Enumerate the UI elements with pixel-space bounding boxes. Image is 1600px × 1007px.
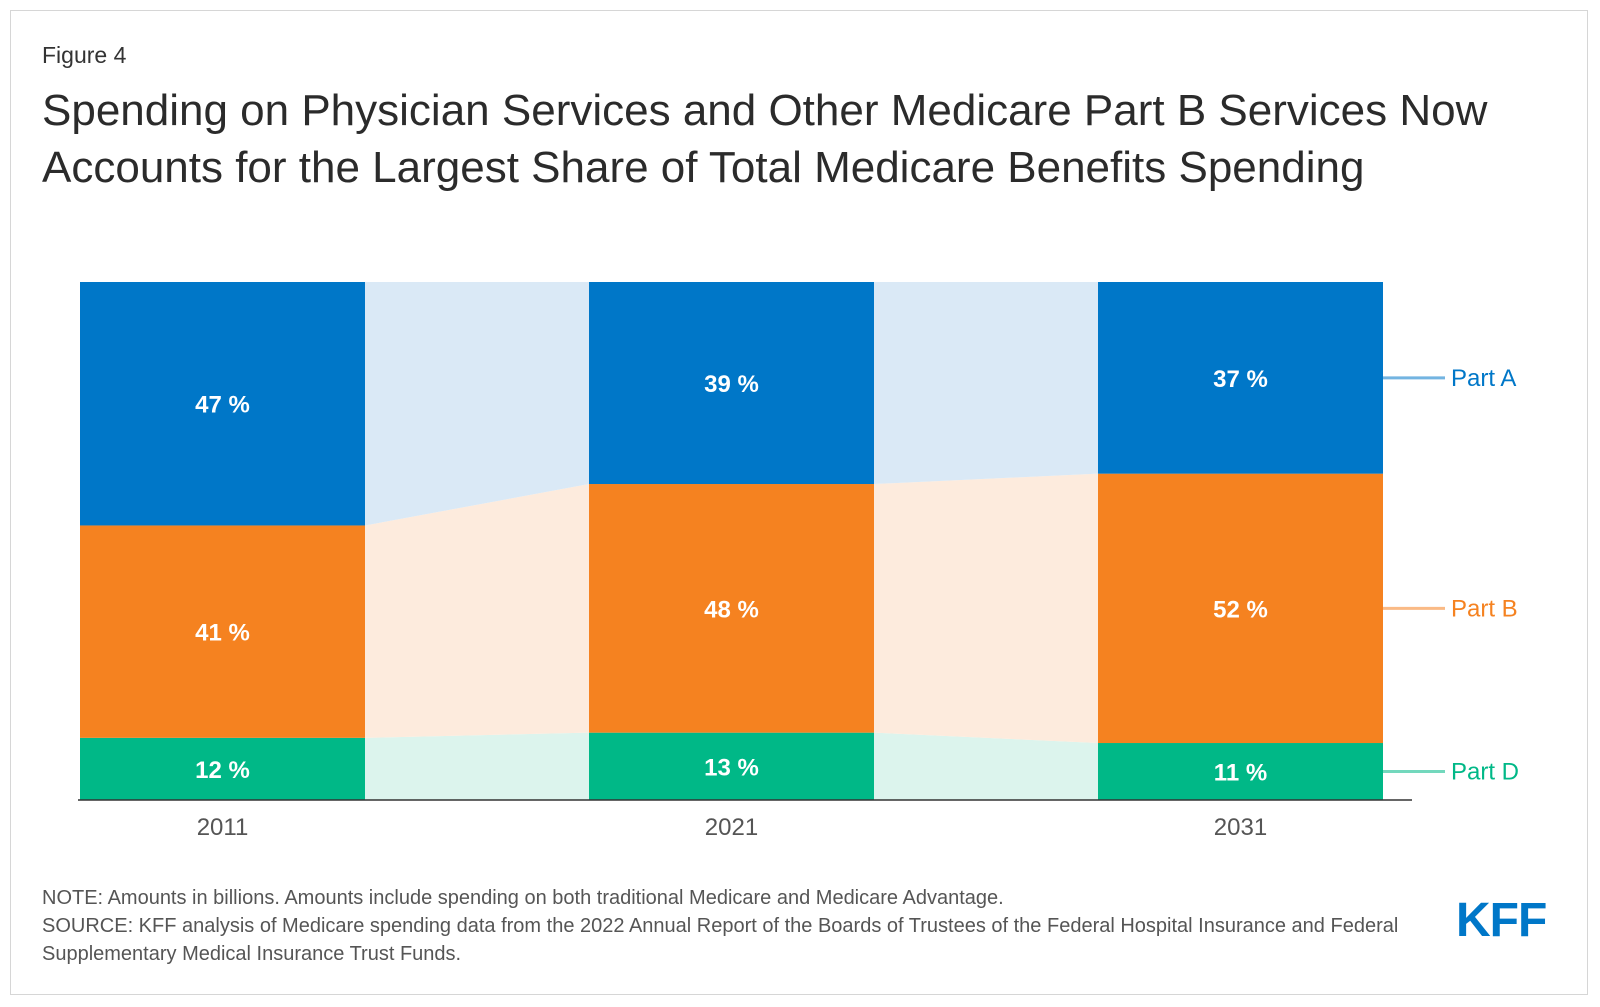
connector-band-part-d <box>874 732 1098 800</box>
kff-logo: KFF <box>1456 894 1556 951</box>
bar-segment-part-d-2021 <box>589 732 874 800</box>
bar-segment-part-b-2031 <box>1098 473 1383 744</box>
data-label: 12 % <box>195 757 250 784</box>
data-label: 39 % <box>704 371 759 398</box>
bar-segment-part-d-2031 <box>1098 743 1383 800</box>
logo-text: KFF <box>1456 896 1546 946</box>
legend-label-part-a: Part A <box>1451 365 1516 392</box>
data-label: 41 % <box>195 620 250 647</box>
bar-segment-part-b-2021 <box>589 484 874 733</box>
kff-logo-mark: KFF <box>1456 894 1547 947</box>
chart-title: Spending on Physician Services and Other… <box>42 86 1488 192</box>
data-label: 13 % <box>704 754 759 781</box>
connector-band-part-b <box>365 484 589 738</box>
connector-band-part-d <box>365 732 589 800</box>
data-label: 37 % <box>1213 366 1268 393</box>
bar-segment-part-d-2011 <box>80 737 365 800</box>
data-label: 52 % <box>1213 596 1268 623</box>
data-label: 47 % <box>195 392 250 419</box>
notes-block: NOTE: Amounts in billions. Amounts inclu… <box>42 884 1462 968</box>
x-tick-label: 2021 <box>705 814 758 841</box>
connector-band-part-a <box>365 282 589 526</box>
legend-label-part-d: Part D <box>1451 759 1519 786</box>
figure-frame <box>10 10 1588 995</box>
source-text: SOURCE: KFF analysis of Medicare spendin… <box>42 915 1399 965</box>
bar-segment-part-a-2011 <box>80 282 365 526</box>
bar-segment-part-a-2031 <box>1098 282 1383 474</box>
legend-label-part-b: Part B <box>1451 595 1518 622</box>
bar-segment-part-a-2021 <box>589 282 874 485</box>
data-label: 11 % <box>1214 760 1267 787</box>
x-tick-label: 2011 <box>197 814 249 841</box>
data-label: 48 % <box>704 596 759 623</box>
connector-band-part-a <box>874 282 1098 485</box>
figure-label: Figure 4 <box>42 42 127 68</box>
x-tick-label: 2031 <box>1214 814 1267 841</box>
bar-segment-part-b-2011 <box>80 525 365 738</box>
connector-band-part-b <box>874 473 1098 744</box>
note-text: NOTE: Amounts in billions. Amounts inclu… <box>42 887 1004 909</box>
